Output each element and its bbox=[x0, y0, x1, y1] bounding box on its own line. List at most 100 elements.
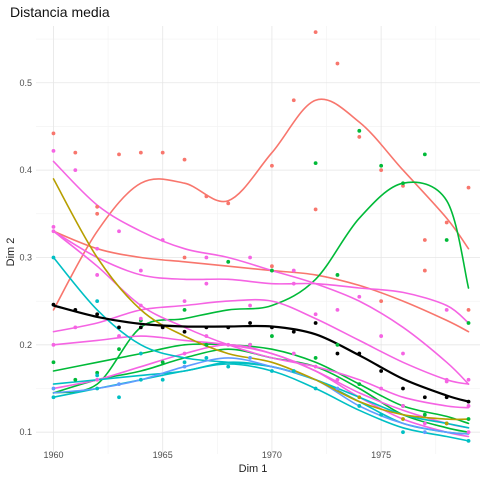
data-point bbox=[182, 299, 187, 304]
data-point bbox=[379, 163, 384, 168]
data-point bbox=[270, 325, 274, 330]
data-point bbox=[313, 364, 318, 369]
data-point bbox=[379, 412, 384, 417]
data-point bbox=[160, 238, 165, 242]
data-point bbox=[73, 377, 78, 382]
data-point bbox=[160, 150, 165, 155]
data-point bbox=[204, 342, 209, 347]
data-point bbox=[117, 395, 121, 400]
data-point bbox=[138, 325, 143, 330]
data-point bbox=[422, 152, 427, 157]
minor-grid bbox=[36, 26, 480, 454]
data-point bbox=[51, 224, 56, 229]
data-point bbox=[160, 377, 165, 382]
data-point bbox=[401, 404, 405, 408]
data-point bbox=[401, 430, 405, 435]
data-point bbox=[182, 351, 187, 356]
data-point bbox=[138, 303, 143, 308]
series-line-10 bbox=[52, 344, 470, 438]
data-point bbox=[248, 342, 252, 347]
data-point bbox=[291, 281, 296, 286]
y-tick-labels: 0.1 0.2 0.3 0.4 0.5 bbox=[19, 78, 32, 437]
data-point bbox=[51, 149, 56, 153]
series-line-7 bbox=[52, 230, 470, 409]
series-line-2 bbox=[52, 181, 470, 394]
data-point bbox=[466, 307, 471, 312]
series-lines bbox=[52, 98, 470, 442]
data-point bbox=[160, 325, 165, 330]
data-point bbox=[182, 255, 187, 260]
data-point bbox=[401, 351, 405, 356]
data-point bbox=[95, 312, 100, 317]
data-point bbox=[379, 299, 384, 304]
data-point bbox=[226, 342, 231, 347]
data-point bbox=[422, 430, 427, 435]
data-point bbox=[248, 356, 252, 360]
data-point bbox=[335, 307, 340, 312]
y-tick-label: 0.1 bbox=[19, 427, 32, 437]
data-point bbox=[51, 302, 56, 307]
data-point bbox=[401, 183, 405, 188]
data-point bbox=[182, 364, 187, 369]
data-point bbox=[95, 370, 100, 375]
data-point bbox=[117, 325, 121, 330]
data-point bbox=[291, 98, 296, 103]
data-point bbox=[226, 364, 231, 369]
data-point bbox=[357, 128, 362, 133]
data-point bbox=[379, 386, 384, 391]
data-point bbox=[138, 316, 143, 321]
data-point bbox=[313, 161, 318, 166]
data-point bbox=[51, 131, 56, 136]
data-point bbox=[270, 268, 274, 273]
data-point bbox=[160, 360, 165, 365]
data-point bbox=[444, 220, 449, 225]
data-point bbox=[422, 421, 427, 426]
data-point bbox=[357, 382, 362, 387]
x-tick-labels: 1960 1965 1970 1975 bbox=[43, 450, 391, 460]
data-point bbox=[138, 150, 143, 155]
data-point bbox=[138, 351, 143, 356]
data-point bbox=[335, 351, 340, 356]
data-point bbox=[401, 417, 405, 421]
data-point bbox=[138, 377, 143, 382]
data-point bbox=[51, 255, 56, 260]
data-point bbox=[117, 347, 121, 352]
data-point bbox=[357, 351, 362, 356]
data-point bbox=[95, 373, 100, 378]
data-point bbox=[379, 168, 384, 173]
data-point bbox=[182, 157, 187, 162]
data-point bbox=[466, 404, 471, 408]
data-point bbox=[226, 259, 231, 264]
series-line-15 bbox=[52, 178, 470, 421]
data-point bbox=[313, 321, 318, 325]
data-point bbox=[357, 404, 362, 408]
data-point bbox=[422, 412, 427, 417]
data-point bbox=[357, 294, 362, 299]
x-axis-title: Dim 1 bbox=[239, 463, 268, 475]
data-point bbox=[95, 204, 100, 209]
data-point bbox=[117, 382, 121, 387]
data-point bbox=[422, 268, 427, 273]
data-point bbox=[357, 135, 362, 139]
series-line-14 bbox=[52, 357, 470, 435]
y-tick-label: 0.5 bbox=[19, 78, 32, 88]
data-point bbox=[182, 329, 187, 334]
data-point bbox=[466, 417, 471, 421]
data-point bbox=[379, 334, 384, 338]
data-point bbox=[270, 264, 274, 269]
data-point bbox=[466, 321, 471, 325]
data-point bbox=[357, 395, 362, 400]
data-point bbox=[466, 185, 471, 190]
data-point bbox=[444, 379, 449, 384]
series-points bbox=[51, 30, 471, 443]
data-point bbox=[51, 342, 56, 347]
data-point bbox=[335, 273, 340, 277]
data-point bbox=[401, 181, 405, 186]
data-point bbox=[313, 356, 318, 360]
data-point bbox=[204, 356, 209, 360]
x-tick-label: 1965 bbox=[153, 450, 173, 460]
data-point bbox=[226, 201, 231, 206]
data-point bbox=[270, 163, 274, 168]
x-tick-label: 1960 bbox=[43, 450, 63, 460]
